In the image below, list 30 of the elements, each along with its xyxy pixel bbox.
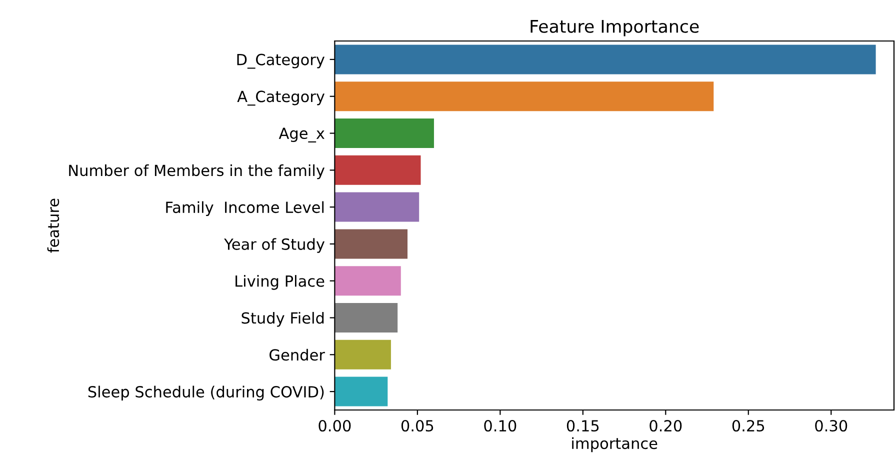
y-tick-label: Living Place [236,275,324,290]
y-tick-label: A_Category [237,90,325,106]
bar [334,118,434,148]
bar [334,155,421,185]
bar [334,376,388,406]
x-tick-label: 0.25 [732,420,764,432]
bar [334,266,401,296]
bar [334,229,408,259]
chart-title: Feature Importance [530,20,699,36]
x-tick-label: 0.15 [566,420,599,432]
bar [334,302,398,333]
x-tick-label: 0.05 [401,420,434,432]
x-tick-label: 0.20 [650,420,682,432]
x-tick-label: 0.00 [318,420,351,432]
x-tick-label: 0.10 [484,420,516,432]
y-tick-label: Study Field [242,312,324,327]
y-tick-label: Age_x [278,128,324,142]
x-axis-title: importance [572,437,658,452]
y-tick-label: Number of Members in the family [69,164,325,180]
bar [334,82,714,112]
y-tick-label: Year of Study [224,238,325,253]
y-tick-label: Sleep Schedule (during COVID) [88,386,324,401]
bar [334,340,391,370]
y-axis-title: feature [47,198,60,253]
x-tick-label: 0.30 [815,420,848,432]
y-tick-label: Gender [270,348,325,361]
y-tick-label: D_Category [237,54,325,69]
y-tick-label: Family Income Level [166,201,324,216]
bar [334,44,876,74]
bar [334,192,420,222]
